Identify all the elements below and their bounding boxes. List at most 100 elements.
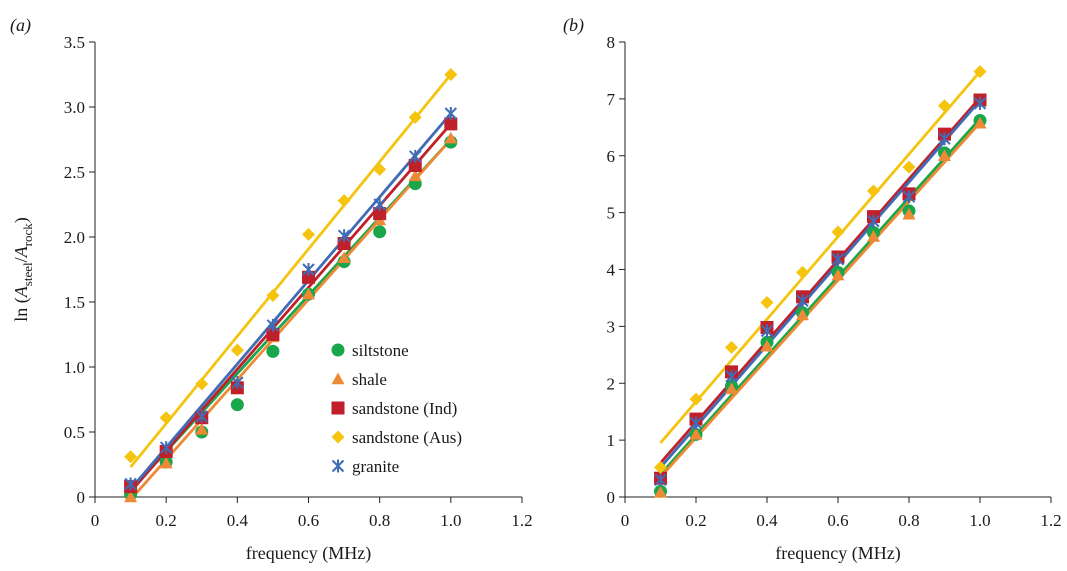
data-point-sandstone-aus [973,65,987,79]
data-point-sandstone-aus [302,227,315,241]
y-axis-label-part: A [11,245,31,258]
data-point-granite [159,441,173,455]
y-tick-label: 1.5 [64,293,85,312]
data-point-sandstone-aus [195,377,209,391]
x-tick-label: 0.2 [156,511,177,530]
series-granite [659,99,982,469]
x-tick-label: 1.2 [511,511,532,530]
data-point-granite [689,416,703,430]
trendline-siltstone [659,117,982,476]
data-point-shale [938,149,951,161]
trendline-granite [659,99,982,469]
data-point-granite [902,190,916,204]
data-point-sandstone-aus [760,295,774,309]
data-point-shale [796,308,809,321]
data-point-sandstone-aus [444,68,458,81]
series-shale [659,121,982,479]
data-point-sandstone-ind [444,117,458,131]
data-point-shale [973,116,987,129]
panel-label: (a) [10,15,31,36]
points-sandstone-aus [124,68,458,464]
data-point-sandstone-aus [266,289,280,302]
trendline-shale [129,138,452,501]
y-tick-label: 0.5 [64,423,85,442]
points-granite [654,96,987,487]
x-tick-label: 1.0 [969,511,990,530]
data-point-granite [337,229,351,243]
y-axis-label-part: ln ( [11,297,32,322]
points-shale [654,116,987,498]
data-point-sandstone-aus [230,343,244,357]
data-point-shale [760,339,774,352]
data-point-granite [760,324,774,338]
data-point-shale [444,131,458,144]
trendline-sandstone-ind [129,122,452,493]
data-point-siltstone [230,398,244,412]
legend-marker-siltstone [331,343,345,357]
data-point-granite [725,369,738,383]
data-point-sandstone-aus [689,392,703,406]
y-tick-label: 7 [607,90,616,109]
x-tick-label: 0.2 [685,511,706,530]
x-tick-label: 1.2 [1040,511,1061,530]
chart-panel-b: (b) 0 1 2 3 4 5 6 7 8 0 0.2 0.4 0.6 0.8 1.0 1.2 frequency… [563,15,1062,564]
trendline-sandstone-ind [659,96,982,464]
series-shale [129,138,452,501]
series-sandstone-ind [659,96,982,464]
y-axis-label-part: / [11,257,31,262]
data-point-sandstone-aus [725,340,738,354]
legend-label-siltstone: siltstone [352,341,409,360]
x-axis-label: frequency (MHz) [775,543,900,564]
data-point-sandstone-aus [831,225,845,239]
x-tick-label: 0 [621,511,630,530]
points-sandstone-aus [654,65,987,474]
x-tick-label: 0.6 [298,511,319,530]
legend-marker-sandstone-ind [331,401,345,415]
legend-label-shale: shale [352,370,387,389]
data-point-sandstone-aus [124,450,138,464]
chart-panel-a: (a) 0 0.5 1.0 1.5 2.0 2.5 3.0 3.5 0 0.2 0.4 0.6 0.8 1.… [10,15,533,564]
legend-marker-shale [331,372,345,385]
data-point-sandstone-aus [408,110,422,124]
y-tick-label: 1 [607,431,616,450]
data-point-granite [373,198,386,211]
data-point-granite [266,318,280,332]
legend-marker-sandstone-aus [331,430,345,444]
trendline-shale [659,121,982,479]
series-sandstone-ind [129,122,452,493]
y-tick-label: 3.0 [64,98,85,117]
data-point-sandstone-ind [373,207,387,221]
data-point-shale [195,422,209,435]
data-point-shale [124,490,138,503]
data-point-sandstone-ind [266,328,280,341]
data-point-granite [831,252,845,266]
trendline-granite [129,112,452,491]
data-point-shale [337,251,351,263]
legend-label-sandstone-ind: sandstone (Ind) [352,399,457,418]
x-tick-label: 0.6 [827,511,848,530]
x-tick-label: 0.4 [756,511,778,530]
legend-marker-granite [331,459,345,473]
data-point-granite [409,149,422,163]
data-point-granite [867,214,880,228]
y-axis-label-part: A [11,285,31,298]
y-axis-label: ln (Asteel/Arock) [11,217,35,321]
data-point-granite [796,294,809,308]
data-point-sandstone-aus [902,160,916,174]
x-tick-label: 0.8 [898,511,919,530]
y-tick-label: 3 [607,317,616,336]
data-point-shale [302,287,315,300]
data-point-siltstone [373,225,387,239]
y-tick-label: 2.5 [64,163,85,182]
data-point-granite [444,107,458,120]
data-point-sandstone-aus [796,265,809,279]
x-tick-label: 1.0 [440,511,461,530]
series-siltstone [659,117,982,476]
data-point-sandstone-aus [938,99,951,113]
series-granite [129,112,452,491]
data-point-shale [654,485,667,498]
y-tick-label: 5 [607,204,616,223]
y-tick-label: 2 [607,374,616,393]
data-point-granite [938,132,951,146]
data-point-sandstone-aus [654,460,667,474]
